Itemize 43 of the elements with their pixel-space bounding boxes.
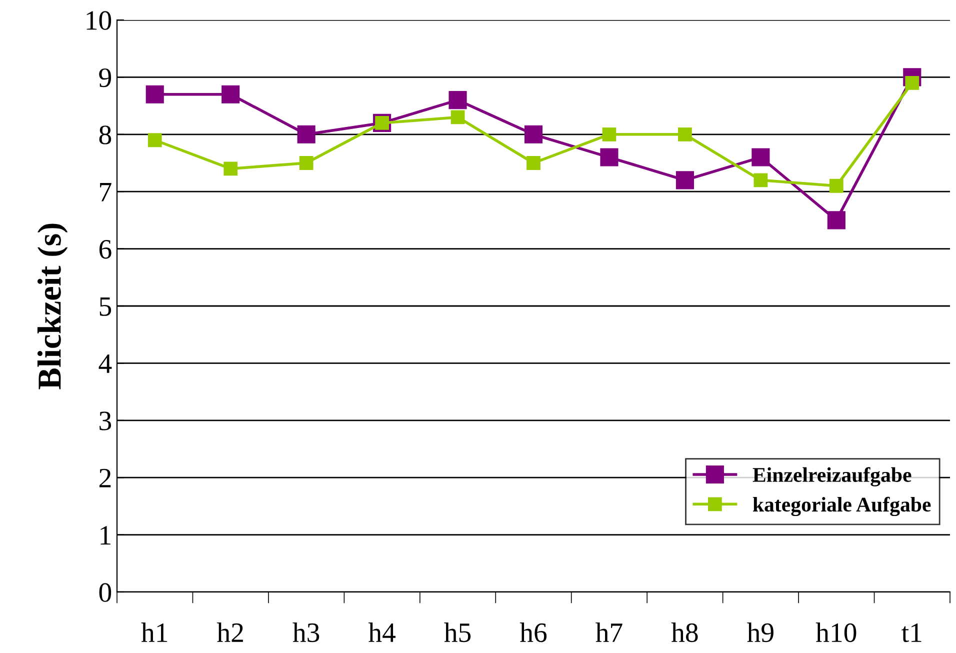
y-tick-label: 3 xyxy=(100,412,112,430)
point xyxy=(678,127,692,142)
x-tick-label: h8 xyxy=(671,622,698,642)
point xyxy=(222,85,240,104)
y-tick-label: 0 xyxy=(99,583,112,602)
x-tick-label: h5 xyxy=(444,622,471,642)
point xyxy=(829,178,844,193)
x-tick-label: h7 xyxy=(596,622,622,642)
y-tick-label: 10 xyxy=(86,11,112,30)
x-tick-label: h3 xyxy=(292,622,320,642)
point xyxy=(827,211,846,230)
point xyxy=(526,156,540,170)
point xyxy=(600,148,618,166)
point xyxy=(299,156,314,170)
legend-label: kategoriale Aufgabe xyxy=(752,496,931,516)
x-tick-label: h2 xyxy=(216,622,243,642)
y-tick-label: 4 xyxy=(98,354,112,373)
x-tick-label: h9 xyxy=(747,622,774,642)
point xyxy=(448,91,467,110)
point xyxy=(676,171,694,190)
y-tick-label: 6 xyxy=(99,240,112,259)
y-tick-label: 5 xyxy=(100,297,112,316)
x-tick-label: h1 xyxy=(141,622,168,642)
point xyxy=(602,127,616,142)
point xyxy=(224,162,238,176)
y-tick-label: 2 xyxy=(99,468,111,488)
y-tick-label: 8 xyxy=(99,126,112,144)
point xyxy=(450,110,465,124)
y-tick-label: 1 xyxy=(100,526,110,544)
x-tick-label: t1 xyxy=(902,623,922,642)
legend-label: Einzelreizaufgabe xyxy=(752,467,912,486)
point xyxy=(148,133,162,148)
x-tick-label: h4 xyxy=(368,622,396,642)
x-tick-label: h10 xyxy=(816,622,856,642)
point xyxy=(297,125,316,144)
y-tick-label: 9 xyxy=(99,68,111,88)
y-tick-label: 7 xyxy=(100,183,112,202)
point xyxy=(752,148,770,166)
point xyxy=(524,125,543,144)
x-tick-label: h6 xyxy=(520,622,547,642)
point xyxy=(146,85,164,104)
point xyxy=(754,173,768,188)
y-axis-title: Blickzeit (s) xyxy=(37,224,68,390)
